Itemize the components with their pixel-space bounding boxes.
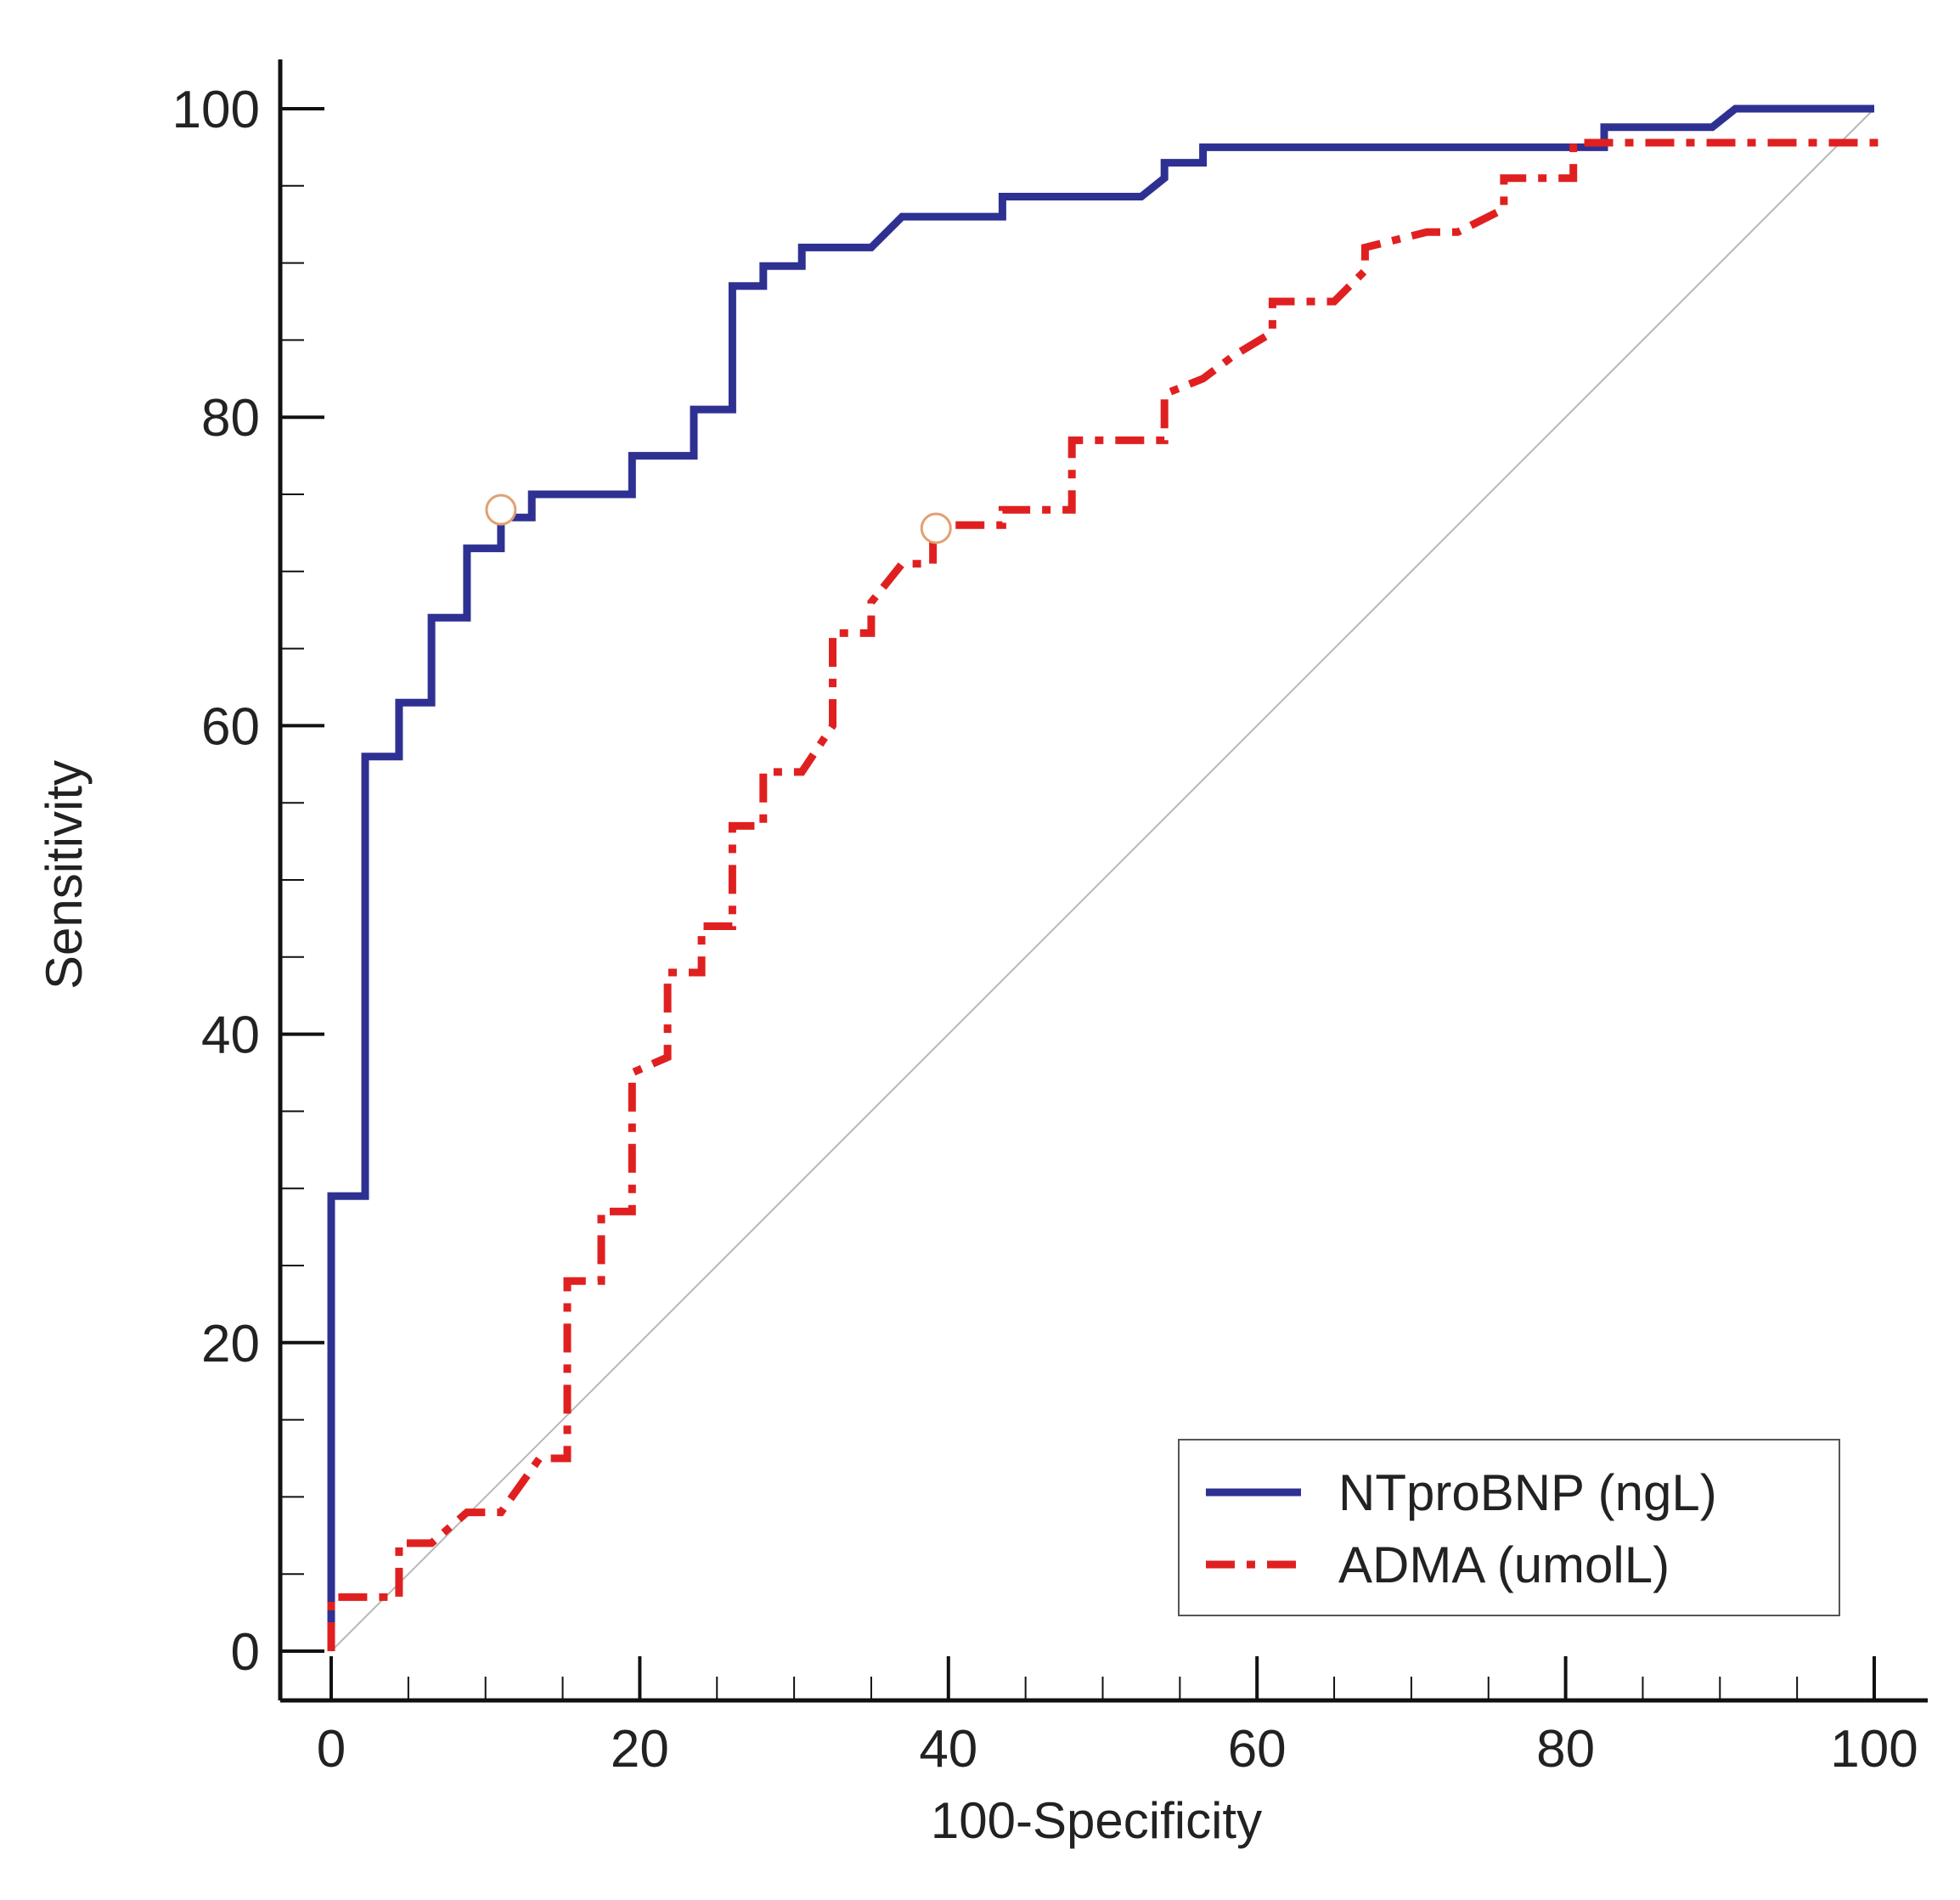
x-tick-label-60: 60	[1228, 1720, 1287, 1779]
y-axis-title: Sensitivity	[36, 760, 93, 989]
legend-label-ntprobnp: NTproBNP (ngL)	[1338, 1464, 1717, 1521]
y-tick-label-0: 0	[231, 1623, 260, 1682]
x-axis-title: 100-Specificity	[931, 1792, 1262, 1849]
y-tick-label-80: 80	[201, 389, 260, 448]
x-tick-label-40: 40	[919, 1720, 977, 1779]
series-line-adma	[327, 127, 1878, 1651]
reference-line-chance	[330, 108, 1875, 1652]
x-tick-label-20: 20	[611, 1720, 669, 1779]
y-tick-label-20: 20	[201, 1315, 260, 1373]
series-line-ntprobnp	[327, 104, 1874, 1651]
cutoff-marker-ntprobnp	[485, 493, 517, 526]
y-tick-label-100: 100	[172, 81, 260, 139]
axes: 0 20 40 60 80 100 0 20 40 60 80 100	[172, 59, 1928, 1779]
legend-box	[1178, 1439, 1840, 1616]
x-tick-label-80: 80	[1536, 1720, 1595, 1779]
x-tick-label-100: 100	[1830, 1720, 1918, 1779]
cutoff-marker-layer	[485, 493, 952, 544]
x-tick-label-0: 0	[317, 1720, 346, 1779]
legend: NTproBNP (ngL) ADMA (umolL)	[1178, 1439, 1840, 1616]
cutoff-marker-adma	[920, 512, 952, 544]
y-tick-label-60: 60	[201, 697, 260, 756]
reference-line-layer	[330, 108, 1875, 1652]
y-tick-label-40: 40	[201, 1006, 260, 1065]
legend-label-adma: ADMA (umolL)	[1338, 1536, 1670, 1593]
series-layer	[327, 104, 1878, 1651]
